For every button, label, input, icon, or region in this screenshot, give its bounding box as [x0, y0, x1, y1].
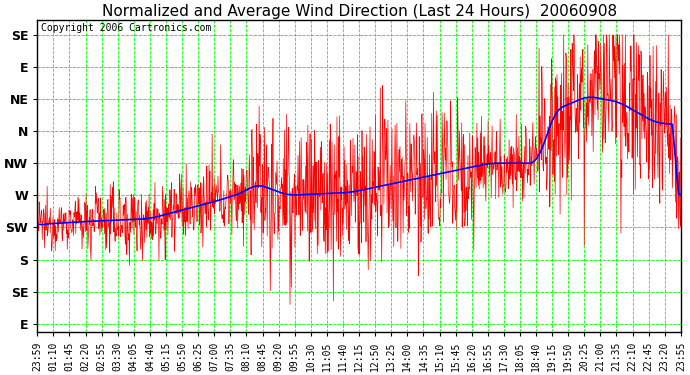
Title: Normalized and Average Wind Direction (Last 24 Hours)  20060908: Normalized and Average Wind Direction (L…	[101, 4, 617, 19]
Text: Copyright 2006 Cartronics.com: Copyright 2006 Cartronics.com	[41, 24, 211, 33]
